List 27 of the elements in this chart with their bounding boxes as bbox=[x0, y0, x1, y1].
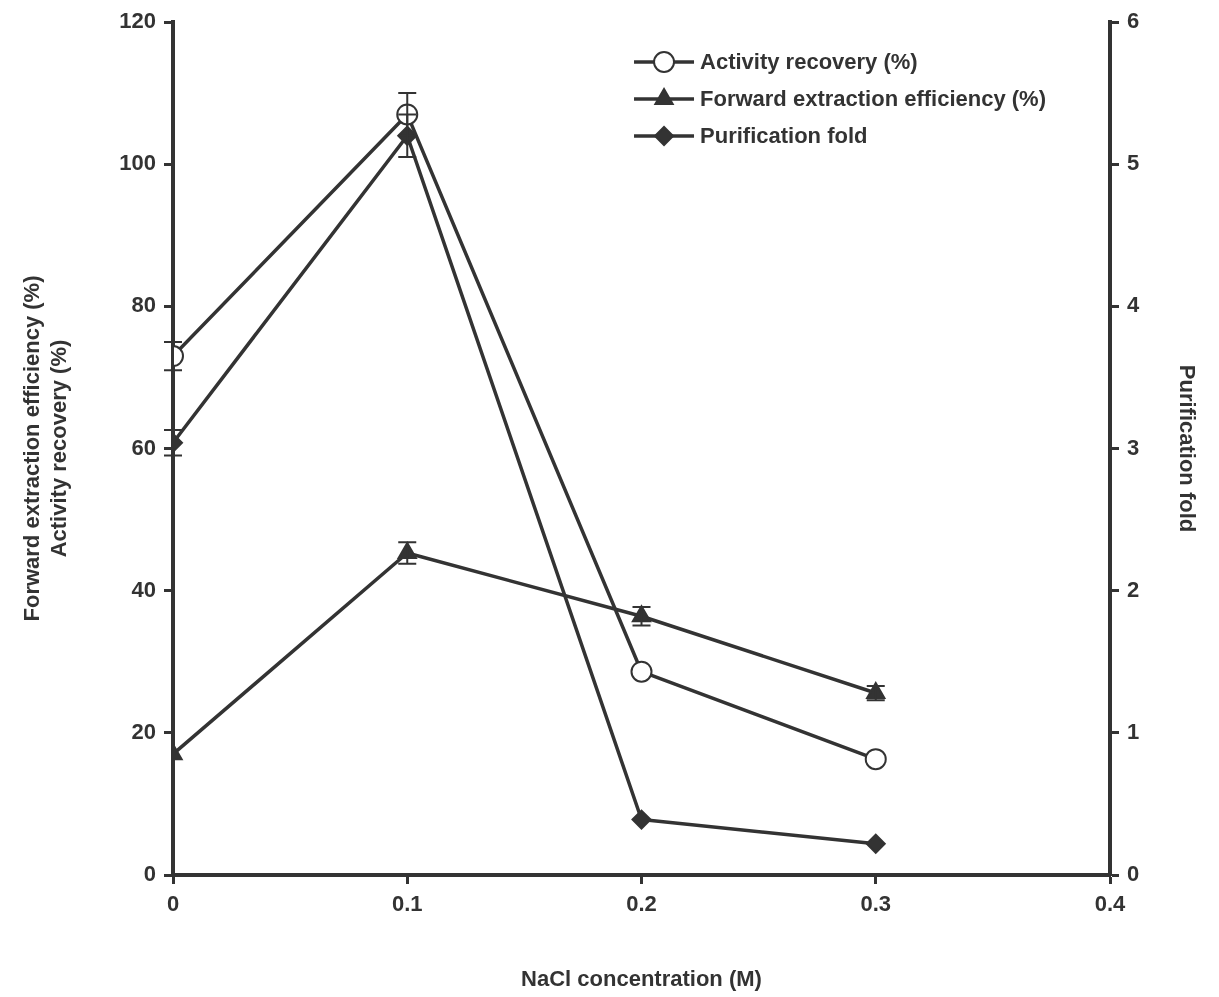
x-tick-label: 0 bbox=[166, 891, 180, 917]
y-tick-label: 100 bbox=[119, 150, 156, 176]
y2-tick-label: 2 bbox=[1127, 576, 1140, 602]
x-tick-label: 0.3 bbox=[860, 891, 892, 917]
y-tick-label: 120 bbox=[119, 8, 156, 34]
y2-tick-label: 1 bbox=[1127, 718, 1140, 744]
y-tick-label: 0 bbox=[143, 861, 156, 887]
point bbox=[865, 833, 886, 854]
y-tick-label: 60 bbox=[131, 434, 156, 460]
x-tick-label: 0.4 bbox=[1094, 891, 1127, 917]
y-tick-label: 80 bbox=[131, 292, 156, 318]
x-tick-label: 0.1 bbox=[391, 891, 423, 917]
y-tick-label: 20 bbox=[131, 718, 156, 744]
legend-label: Activity recovery (%) bbox=[700, 49, 918, 75]
y2-axis-title: Purification fold bbox=[1174, 364, 1200, 533]
legend-label: Purification fold bbox=[700, 123, 868, 149]
y2-tick-label: 4 bbox=[1127, 292, 1140, 318]
point bbox=[631, 809, 652, 830]
x-axis-title: NaCl concentration (M) bbox=[521, 965, 762, 991]
y-axis-title: Forward extraction efficiency (%) Activity recovery (%) bbox=[19, 275, 71, 622]
y2-tick-label: 6 bbox=[1127, 8, 1140, 34]
y-tick-label: 40 bbox=[131, 576, 156, 602]
y2-tick-label: 0 bbox=[1127, 861, 1140, 887]
x-tick-label: 0.2 bbox=[626, 891, 657, 917]
y2-tick-label: 5 bbox=[1127, 150, 1140, 176]
y2-tick-label: 3 bbox=[1127, 434, 1140, 460]
legend-label: Forward extraction efficiency (%) bbox=[700, 86, 1047, 112]
